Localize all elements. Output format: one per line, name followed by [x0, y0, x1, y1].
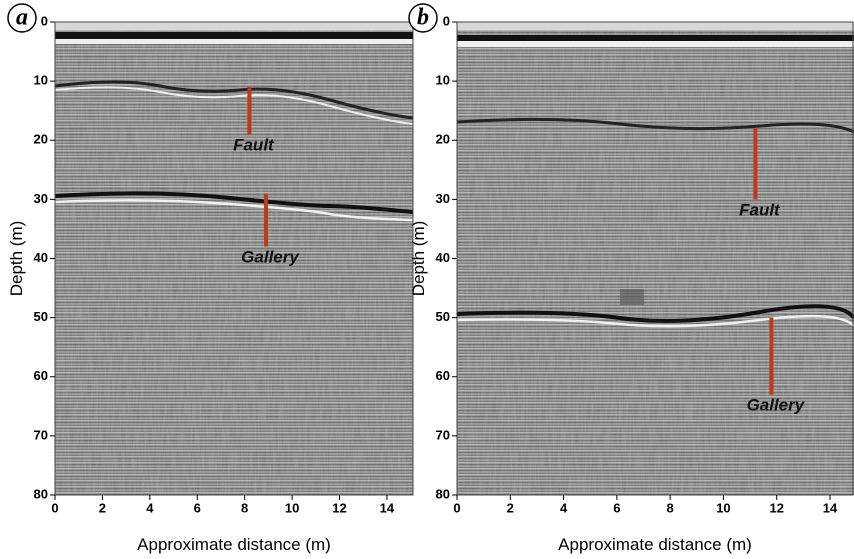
x-tick-label: 8: [241, 500, 248, 515]
x-tick-label: 6: [194, 500, 201, 515]
x-tick-label: 0: [51, 500, 58, 515]
x-tick-label: 12: [332, 500, 346, 515]
y-tick-label: 60: [34, 368, 48, 383]
x-tick-label: 10: [716, 500, 730, 515]
y-tick-label: 50: [34, 309, 48, 324]
x-tick-label: 2: [99, 500, 106, 515]
y-tick-label: 70: [436, 427, 450, 442]
x-tick-label: 4: [146, 500, 154, 515]
panel-label-circle: [7, 3, 37, 33]
x-axis-label: Approximate distance (m): [137, 535, 331, 554]
x-tick-label: 14: [823, 500, 838, 515]
x-tick-label: 2: [507, 500, 514, 515]
y-tick-label: 10: [436, 73, 450, 88]
x-tick-label: 10: [285, 500, 299, 515]
x-tick-label: 4: [560, 500, 568, 515]
y-axis-label: Depth (m): [7, 221, 26, 297]
annotation-label: Gallery: [747, 395, 806, 414]
y-tick-label: 20: [34, 132, 48, 147]
y-tick-label: 40: [34, 250, 48, 265]
radargram-b: [457, 22, 854, 495]
panel-label-circle: [408, 3, 438, 33]
x-tick-label: 8: [667, 500, 674, 515]
panel-label: a: [16, 5, 28, 31]
y-tick-label: 50: [436, 309, 450, 324]
annotation-label: Fault: [739, 200, 781, 219]
x-tick-label: 12: [769, 500, 783, 515]
y-tick-label: 60: [436, 368, 450, 383]
x-tick-label: 0: [453, 500, 460, 515]
x-axis-label: Approximate distance (m): [558, 535, 752, 554]
y-tick-label: 80: [34, 486, 48, 501]
y-tick-label: 10: [34, 73, 48, 88]
radargram-a: [55, 22, 413, 495]
x-tick-label: 14: [380, 500, 395, 515]
y-tick-label: 20: [436, 132, 450, 147]
y-tick-label: 0: [443, 13, 450, 28]
y-tick-label: 30: [34, 191, 48, 206]
y-tick-label: 0: [41, 13, 48, 28]
x-tick-label: 6: [613, 500, 620, 515]
y-tick-label: 70: [34, 427, 48, 442]
annotation-label: Fault: [233, 135, 275, 154]
annotation-label: Gallery: [241, 248, 300, 267]
y-tick-label: 40: [436, 250, 450, 265]
y-tick-label: 80: [436, 486, 450, 501]
y-axis-label: Depth (m): [409, 221, 428, 297]
y-tick-label: 30: [436, 191, 450, 206]
panel-label: b: [417, 5, 429, 31]
